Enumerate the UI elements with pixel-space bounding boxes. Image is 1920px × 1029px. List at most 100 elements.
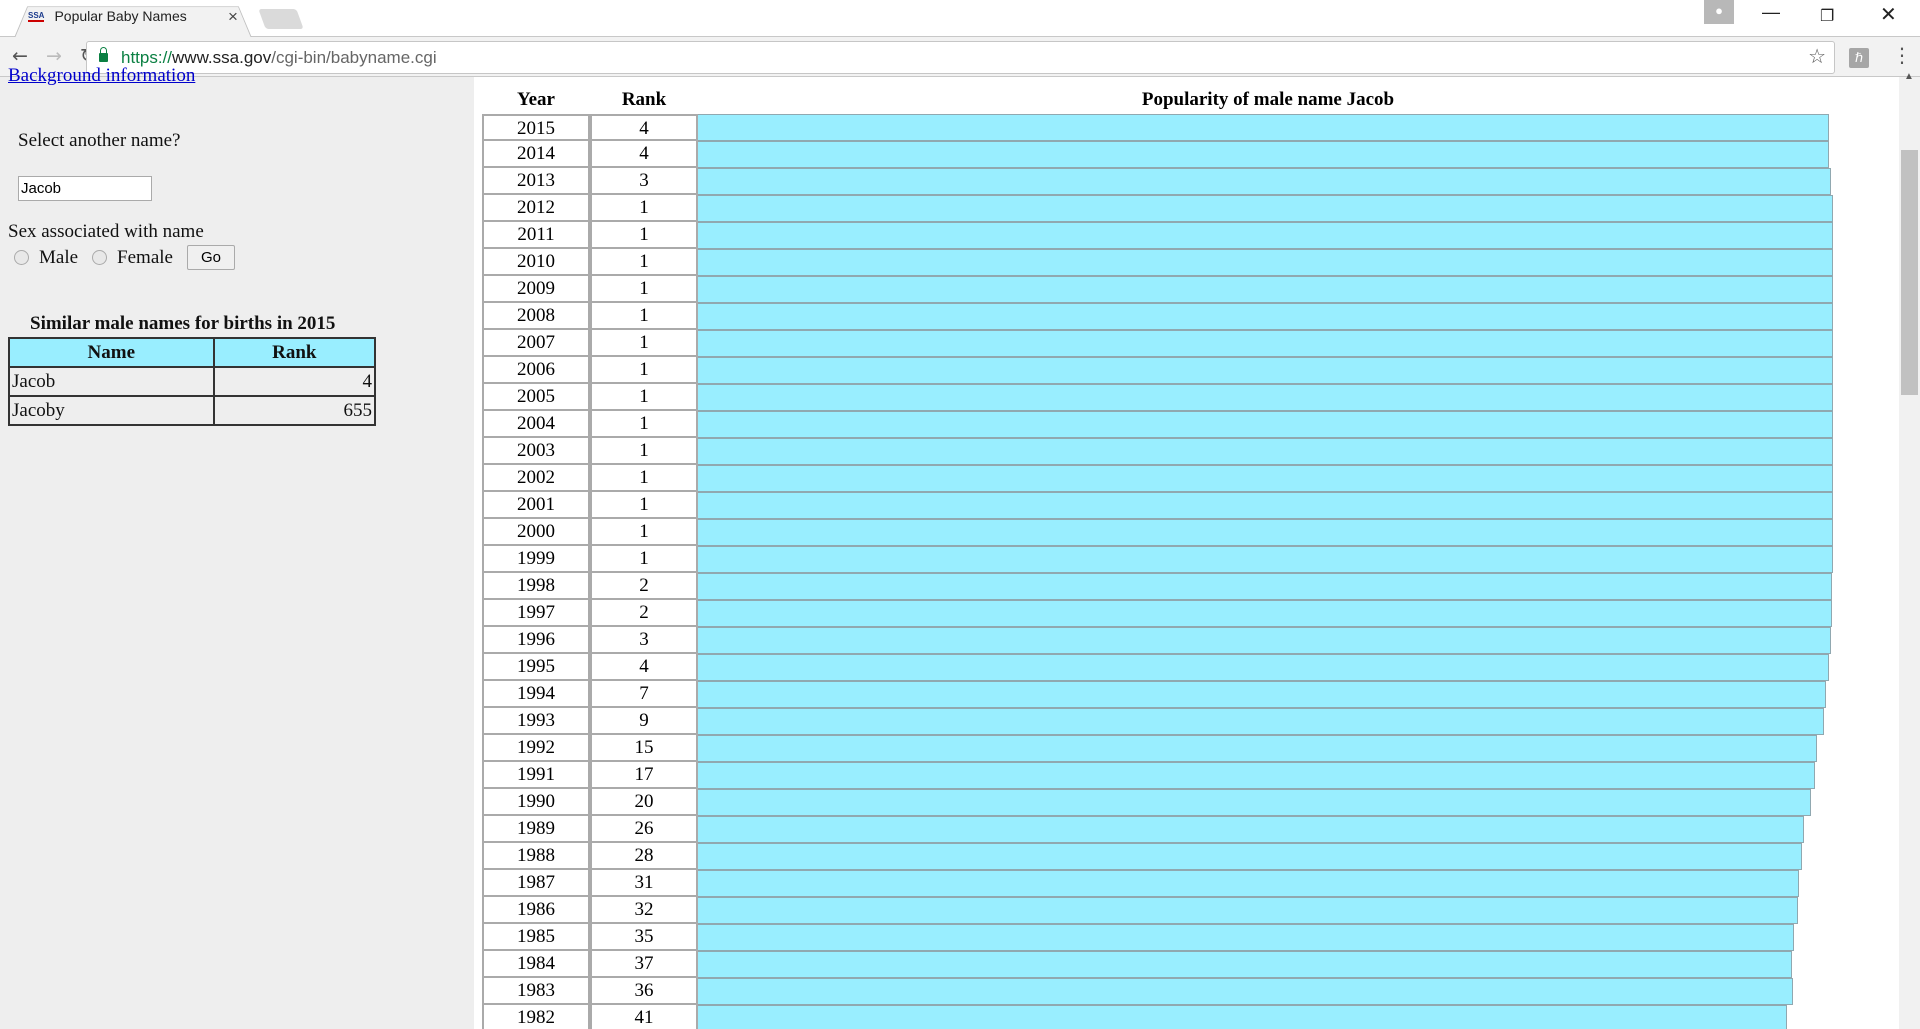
go-button[interactable]: Go (186, 245, 235, 270)
rank-cell: 7 (590, 681, 698, 708)
table-row: 1982 41 (482, 1005, 1788, 1029)
year-cell: 1993 (482, 708, 590, 735)
popularity-bar (698, 195, 1833, 222)
year-cell: 2009 (482, 276, 590, 303)
popularity-bar (698, 843, 1803, 870)
tab-close-icon[interactable]: × (228, 7, 238, 26)
url-scheme: https:// (121, 48, 173, 67)
tab-content[interactable]: SSA Popular Baby Names (28, 8, 187, 24)
popularity-bar (698, 465, 1833, 492)
popularity-bar (698, 384, 1833, 411)
rank-cell: 17 (590, 762, 698, 789)
table-row: 2015 4 (482, 114, 1830, 141)
tab-strip: SSA Popular Baby Names × ● — ❐ ✕ (0, 0, 1920, 39)
year-cell: 1997 (482, 600, 590, 627)
table-row: 1986 32 (482, 897, 1798, 924)
bookmark-star-icon[interactable]: ☆ (1808, 46, 1826, 68)
popularity-chart: Year Rank Popularity of male name Jacob … (474, 77, 1899, 1029)
popularity-bar (698, 357, 1833, 384)
popularity-bar (698, 249, 1833, 276)
name-input[interactable] (18, 176, 152, 201)
similar-rank: 655 (212, 395, 377, 426)
rank-cell: 31 (590, 870, 698, 897)
table-row: 2013 3 (482, 168, 1831, 195)
year-cell: 1992 (482, 735, 590, 762)
table-row: 1999 1 (482, 546, 1833, 573)
rank-cell: 1 (590, 222, 698, 249)
rank-cell: 1 (590, 249, 698, 276)
restore-icon[interactable]: ❐ (1820, 8, 1835, 25)
back-icon[interactable]: ← (12, 45, 28, 67)
rank-cell: 2 (590, 573, 698, 600)
rank-cell: 20 (590, 789, 698, 816)
popularity-bar (698, 519, 1833, 546)
popularity-bar (698, 627, 1831, 654)
browser-toolbar: ← → ↻ https://www.ssa.gov/cgi-bin/babyna… (0, 37, 1920, 77)
popularity-bar (698, 438, 1833, 465)
forward-icon[interactable]: → (46, 45, 62, 67)
table-row: 1987 31 (482, 870, 1799, 897)
rank-cell: 1 (590, 357, 698, 384)
year-cell: 2011 (482, 222, 590, 249)
table-row: 2009 1 (482, 276, 1833, 303)
table-row: 2004 1 (482, 411, 1833, 438)
profile-icon[interactable]: ● (1704, 0, 1734, 24)
table-row: 1997 2 (482, 600, 1832, 627)
table-row: 2007 1 (482, 330, 1833, 357)
rank-cell: 35 (590, 924, 698, 951)
year-cell: 1983 (482, 978, 590, 1005)
popularity-bar (698, 762, 1815, 789)
minimize-icon[interactable]: — (1762, 2, 1780, 22)
similar-name: Jacoby (8, 395, 215, 426)
year-cell: 2010 (482, 249, 590, 276)
rank-cell: 3 (590, 168, 698, 195)
female-radio[interactable] (92, 250, 108, 265)
popularity-bar (698, 735, 1817, 762)
year-cell: 1998 (482, 573, 590, 600)
close-window-icon[interactable]: ✕ (1880, 4, 1897, 26)
popularity-bar (698, 330, 1833, 357)
scrollbar-thumb[interactable] (1901, 150, 1918, 395)
table-row: 1985 35 (482, 924, 1795, 951)
popularity-bar (698, 897, 1798, 924)
male-label: Male (39, 246, 79, 268)
name-header: Name (8, 337, 215, 368)
male-radio[interactable] (14, 250, 29, 265)
popularity-bar (698, 816, 1805, 843)
chart-title: Popularity of male name Jacob (1141, 89, 1395, 110)
year-cell: 1995 (482, 654, 590, 681)
year-cell: 2000 (482, 519, 590, 546)
rank-cell: 4 (590, 141, 698, 168)
select-name-label: Select another name? (18, 130, 181, 151)
similar-rank: 4 (212, 366, 377, 397)
menu-icon[interactable]: ⋮ (1892, 43, 1912, 67)
popularity-bar (698, 600, 1832, 627)
popularity-bar (698, 546, 1833, 573)
popularity-bar (698, 411, 1833, 438)
tab-title: Popular Baby Names (54, 8, 187, 24)
table-row: 1988 28 (482, 843, 1803, 870)
new-tab-button[interactable] (258, 9, 304, 29)
table-row: 2005 1 (482, 384, 1833, 411)
year-cell: 2001 (482, 492, 590, 519)
popularity-bar (698, 303, 1833, 330)
table-row: 2006 1 (482, 357, 1833, 384)
popularity-bar (698, 978, 1794, 1005)
address-bar[interactable]: https://www.ssa.gov/cgi-bin/babyname.cgi… (86, 41, 1835, 74)
popularity-bar (698, 114, 1830, 141)
year-cell: 2015 (482, 114, 590, 141)
vertical-scrollbar[interactable]: ▲ (1899, 71, 1920, 1029)
popularity-bar (698, 681, 1827, 708)
table-row: 1992 15 (482, 735, 1817, 762)
background-information-link[interactable]: Background information (8, 65, 196, 86)
rank-cell: 9 (590, 708, 698, 735)
scroll-up-icon[interactable]: ▲ (1904, 71, 1914, 82)
lock-icon (99, 47, 108, 62)
extension-icon[interactable]: ℏ (1849, 48, 1869, 68)
year-cell: 2007 (482, 330, 590, 357)
rank-cell: 28 (590, 843, 698, 870)
similar-names-title: Similar male names for births in 2015 (30, 313, 336, 334)
table-row: 1993 9 (482, 708, 1824, 735)
year-cell: 2013 (482, 168, 590, 195)
year-cell: 2002 (482, 465, 590, 492)
